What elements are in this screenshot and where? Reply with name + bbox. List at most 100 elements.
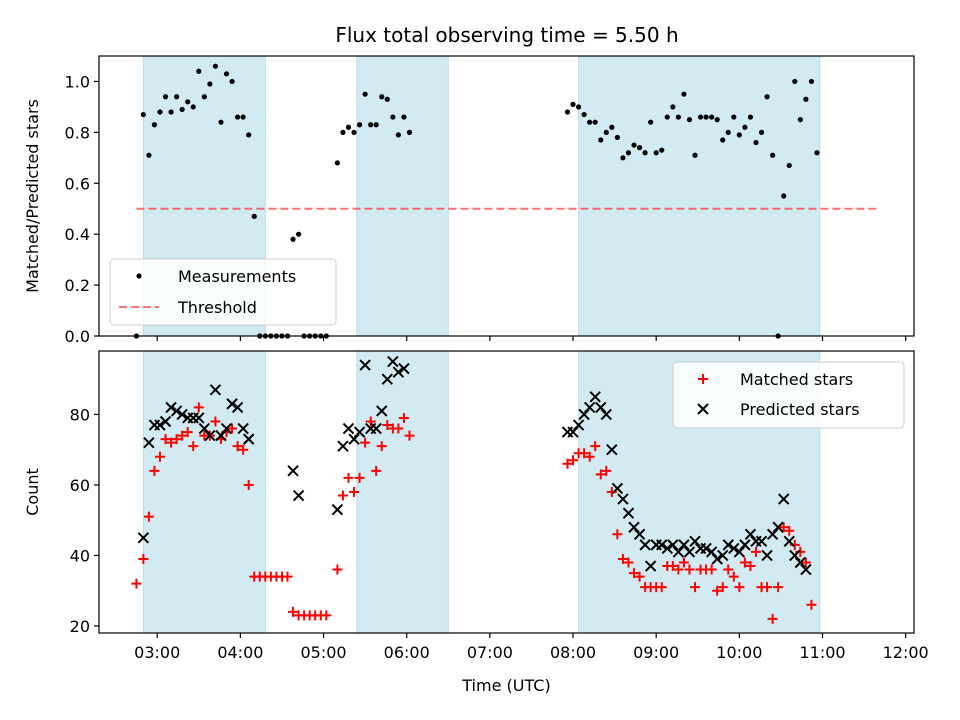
measurement-point bbox=[201, 94, 207, 100]
measurement-point bbox=[764, 94, 770, 100]
measurement-point bbox=[368, 122, 374, 128]
measurement-point bbox=[406, 129, 413, 135]
matched-star-point bbox=[617, 553, 628, 564]
predicted-star-point bbox=[744, 528, 757, 541]
matched-star-point bbox=[750, 546, 761, 557]
axes-frame bbox=[98, 55, 915, 337]
matched-star-point bbox=[684, 564, 695, 575]
predicted-star-point bbox=[567, 426, 579, 438]
predicted-star-point bbox=[717, 549, 729, 562]
predicted-star-point bbox=[705, 546, 718, 558]
predicted-star-point bbox=[381, 373, 394, 385]
measurement-point bbox=[168, 109, 174, 115]
measurement-point bbox=[747, 114, 754, 120]
predicted-star-point bbox=[628, 521, 640, 533]
measurement-point bbox=[218, 119, 224, 125]
measurement-point bbox=[379, 94, 385, 100]
measurement-point bbox=[179, 106, 185, 113]
measurement-point bbox=[686, 117, 693, 123]
legend-label: Matched stars bbox=[740, 370, 853, 389]
y-tick-label: 1.0 bbox=[65, 72, 90, 91]
predicted-star-point bbox=[331, 503, 344, 516]
measurement-point bbox=[786, 162, 792, 169]
predicted-star-point bbox=[667, 539, 679, 551]
measurement-point bbox=[395, 132, 401, 138]
measurement-point bbox=[781, 193, 787, 199]
legend-box bbox=[672, 361, 905, 429]
measurement-point bbox=[731, 114, 737, 120]
measurement-point bbox=[390, 114, 396, 120]
measurement-point bbox=[351, 129, 357, 135]
predicted-star-point bbox=[739, 539, 751, 551]
measurement-point bbox=[631, 142, 637, 148]
matched-star-point bbox=[337, 490, 348, 501]
measurement-point bbox=[609, 124, 615, 130]
predicted-star-point bbox=[789, 549, 801, 562]
matched-star-point bbox=[171, 434, 182, 445]
x-tick-label: 03:00 bbox=[134, 643, 180, 662]
predicted-star-point bbox=[159, 415, 172, 428]
matched-star-point bbox=[138, 553, 149, 564]
legend-label: Measurements bbox=[178, 267, 296, 286]
predicted-star-point bbox=[683, 546, 696, 558]
matched-star-point bbox=[667, 561, 678, 572]
measurement-point bbox=[614, 134, 620, 141]
measurement-point bbox=[797, 117, 803, 123]
measurement-point bbox=[570, 101, 576, 107]
predicted-star-point bbox=[733, 546, 746, 558]
measurement-point bbox=[598, 137, 604, 143]
predicted-star-point bbox=[778, 493, 790, 505]
measurement-point bbox=[162, 94, 169, 100]
matched-star-point bbox=[778, 522, 789, 533]
measurement-point bbox=[334, 160, 341, 166]
matched-star-point bbox=[143, 511, 154, 522]
predicted-star-point bbox=[617, 493, 629, 505]
matched-star-point bbox=[149, 465, 160, 476]
observing-interval bbox=[356, 55, 449, 337]
legend-measurement-marker bbox=[136, 273, 142, 279]
measurement-point bbox=[251, 213, 257, 219]
predicted-star-point bbox=[761, 549, 773, 562]
predicted-star-point bbox=[198, 422, 211, 435]
matched-star-point bbox=[354, 472, 365, 483]
measurement-point bbox=[670, 104, 676, 110]
matched-star-point bbox=[728, 571, 739, 582]
predicted-star-point bbox=[242, 433, 255, 445]
predicted-star-point bbox=[622, 507, 635, 519]
measurement-point bbox=[564, 109, 571, 115]
y-tick-label: 80 bbox=[70, 405, 90, 424]
matched-star-point bbox=[806, 599, 817, 610]
predicted-star-point bbox=[292, 489, 305, 502]
predicted-star-point bbox=[589, 391, 601, 403]
x-tick-label: 12:00 bbox=[883, 643, 929, 662]
predicted-star-point bbox=[672, 546, 685, 558]
measurement-point bbox=[758, 129, 765, 135]
measurement-point bbox=[642, 150, 648, 156]
matched-star-point bbox=[404, 430, 415, 441]
measurement-point bbox=[736, 132, 742, 138]
matched-star-point bbox=[393, 423, 404, 434]
measurement-point bbox=[681, 91, 687, 97]
matched-star-point bbox=[773, 582, 784, 593]
predicted-star-point bbox=[755, 535, 768, 548]
ratio-panel: 0.0 0.2 0.4 0.6 0.8 1.0 Matched/Predicted star… bbox=[23, 55, 915, 346]
legend-predicted-marker bbox=[697, 403, 709, 415]
x-tick-label: 07:00 bbox=[467, 643, 513, 662]
predicted-star-point bbox=[209, 384, 222, 396]
y-tick-label: 0.2 bbox=[65, 276, 90, 295]
predicted-star-point bbox=[387, 355, 399, 368]
legend-label: Predicted stars bbox=[740, 400, 860, 419]
measurement-point bbox=[140, 111, 146, 118]
legend: Measurements Threshold bbox=[109, 258, 337, 326]
measurement-point bbox=[625, 150, 632, 156]
matched-star-point bbox=[376, 441, 387, 452]
measurement-point bbox=[587, 119, 593, 125]
predicted-star-point bbox=[348, 433, 360, 445]
predicted-star-point bbox=[766, 528, 779, 541]
predicted-star-point bbox=[800, 563, 812, 576]
measurement-point bbox=[212, 63, 219, 69]
measurement-point bbox=[592, 119, 598, 125]
measurement-point bbox=[340, 129, 346, 135]
measurement-point bbox=[196, 68, 202, 74]
x-axis-label: Time (UTC) bbox=[461, 676, 550, 695]
